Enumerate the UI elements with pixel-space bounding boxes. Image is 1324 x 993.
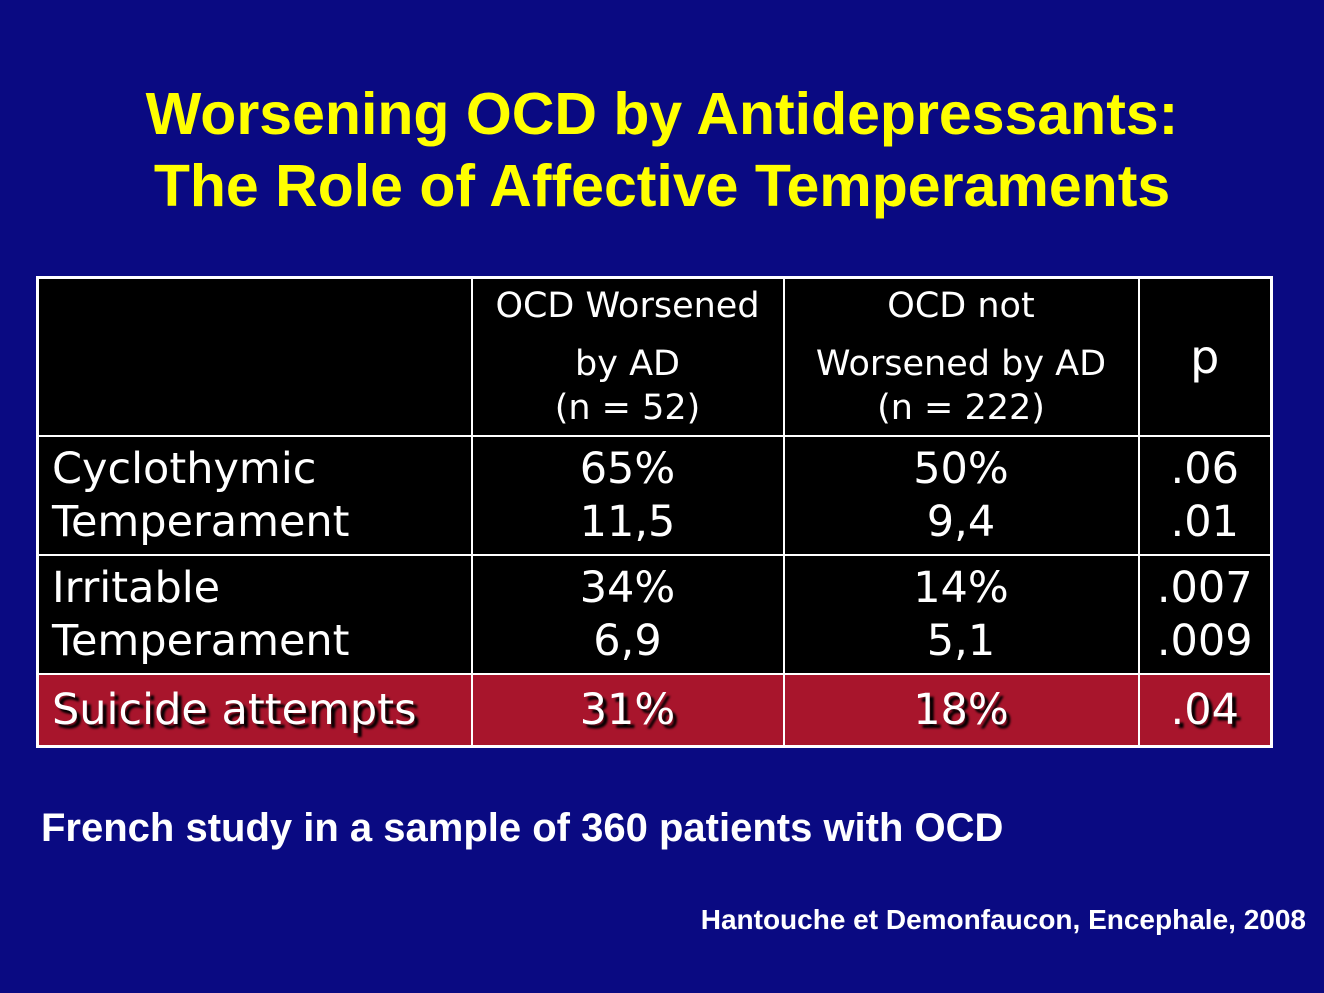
slide-title: Worsening OCD by Antidepressants: The Ro… bbox=[0, 78, 1324, 222]
cell-value: 9,4 bbox=[926, 496, 996, 547]
cell-not-worsened: 18% bbox=[782, 673, 1140, 748]
table-header-row: OCD Worsened by AD (n = 52) OCD not Wors… bbox=[36, 276, 1273, 437]
row-label-line: Temperament bbox=[52, 615, 350, 666]
cell-value: 34% bbox=[579, 562, 676, 613]
header-text: OCD not bbox=[887, 286, 1035, 326]
row-label-line: Cyclothymic bbox=[52, 443, 317, 494]
header-text: (n = 222) bbox=[877, 388, 1045, 428]
table-row-irritable: Irritable Temperament 34% 6,9 14% 5,1 .0… bbox=[36, 554, 1273, 675]
header-text: (n = 52) bbox=[554, 388, 701, 428]
cell-not-worsened: 14% 5,1 bbox=[782, 554, 1140, 675]
cell-value: .01 bbox=[1170, 496, 1239, 547]
citation: Hantouche et Demonfaucon, Encephale, 200… bbox=[700, 904, 1306, 935]
row-label: Suicide attempts bbox=[36, 673, 473, 748]
cell-not-worsened: 50% 9,4 bbox=[782, 435, 1140, 556]
cell-value: 5,1 bbox=[926, 615, 996, 666]
header-empty-cell bbox=[36, 276, 473, 437]
cell-p-value: .04 bbox=[1137, 673, 1273, 748]
row-label-line: Irritable bbox=[52, 562, 221, 613]
title-line-2: The Role of Affective Temperaments bbox=[153, 153, 1171, 219]
cell-value: .06 bbox=[1170, 443, 1239, 494]
cell-value: 65% bbox=[579, 443, 676, 494]
cell-value: 50% bbox=[913, 443, 1009, 494]
header-ocd-worsened: OCD Worsened by AD (n = 52) bbox=[470, 276, 785, 437]
cell-value: 11,5 bbox=[579, 496, 676, 547]
cell-p-value: .06 .01 bbox=[1137, 435, 1273, 556]
cell-worsened: 31% bbox=[470, 673, 785, 748]
row-label: Cyclothymic Temperament bbox=[36, 435, 473, 556]
cell-worsened: 34% 6,9 bbox=[470, 554, 785, 675]
title-line-1: Worsening OCD by Antidepressants: bbox=[145, 81, 1179, 147]
table-row-cyclothymic: Cyclothymic Temperament 65% 11,5 50% 9,4… bbox=[36, 435, 1273, 556]
header-text: Worsened by AD bbox=[815, 344, 1107, 384]
cell-worsened: 65% 11,5 bbox=[470, 435, 785, 556]
header-text: OCD Worsened bbox=[495, 286, 760, 326]
table-row-suicide-attempts: Suicide attempts 31% 18% .04 bbox=[36, 673, 1273, 748]
study-note: French study in a sample of 360 patients… bbox=[41, 806, 1004, 850]
header-text: by AD bbox=[575, 344, 680, 384]
row-label: Irritable Temperament bbox=[36, 554, 473, 675]
header-p-value: p bbox=[1137, 276, 1273, 437]
cell-value: 14% bbox=[913, 562, 1009, 613]
header-ocd-not-worsened: OCD not Worsened by AD (n = 222) bbox=[782, 276, 1140, 437]
cell-p-value: .007 .009 bbox=[1137, 554, 1273, 675]
cell-value: 6,9 bbox=[593, 615, 662, 666]
results-table: OCD Worsened by AD (n = 52) OCD not Wors… bbox=[36, 276, 1273, 748]
cell-value: .009 bbox=[1156, 615, 1253, 666]
cell-value: .007 bbox=[1156, 562, 1253, 613]
row-label-line: Temperament bbox=[52, 496, 350, 547]
